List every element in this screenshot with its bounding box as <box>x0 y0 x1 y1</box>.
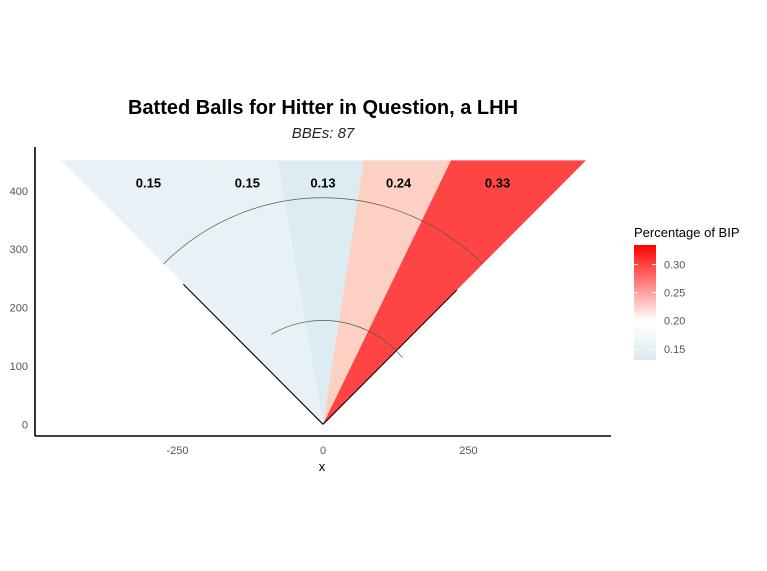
legend-ticks: 0.15 0.20 0.25 0.30 <box>634 260 685 356</box>
zone-label-3: 0.13 <box>310 176 335 191</box>
y-tick-label: 400 <box>10 186 28 198</box>
chart-title: Batted Balls for Hitter in Question, a L… <box>128 97 518 119</box>
legend-tick-label: 0.25 <box>664 288 685 300</box>
legend: Percentage of BIP 0.15 0.20 0.25 0.30 <box>634 225 740 360</box>
infield-arc <box>271 320 403 358</box>
x-tick-labels: -250 0 250 <box>167 445 478 457</box>
zone-label-1: 0.15 <box>136 176 161 191</box>
y-tick-label: 200 <box>10 303 28 315</box>
legend-tick-label: 0.30 <box>664 260 685 272</box>
zone-wedge-3 <box>277 160 364 425</box>
right-foul-line <box>322 289 458 425</box>
legend-colorbar <box>634 245 656 360</box>
legend-title: Percentage of BIP <box>634 225 740 240</box>
x-tick-label: 250 <box>459 445 477 457</box>
axes <box>34 147 611 437</box>
left-foul-line <box>182 283 324 425</box>
y-tick-labels: 0 100 200 300 400 <box>10 186 28 432</box>
spray-zones <box>61 160 586 425</box>
zone-wedge-2 <box>209 160 323 425</box>
x-axis-title: x <box>319 459 326 474</box>
y-tick-label: 100 <box>10 361 28 373</box>
zone-label-5: 0.33 <box>485 176 510 191</box>
y-tick-label: 0 <box>22 419 28 431</box>
x-tick-label: -250 <box>167 445 189 457</box>
x-tick-label: 0 <box>320 445 326 457</box>
zone-wedge-4 <box>323 160 451 425</box>
y-tick-label: 300 <box>10 244 28 256</box>
zone-value-labels: 0.15 0.15 0.13 0.24 0.33 <box>136 176 510 191</box>
field-outline <box>163 197 483 425</box>
zone-label-4: 0.24 <box>386 176 412 191</box>
zone-label-2: 0.15 <box>235 176 260 191</box>
chart-subtitle: BBEs: 87 <box>292 125 355 142</box>
legend-tick-label: 0.20 <box>664 316 685 328</box>
outfield-arc <box>163 197 483 265</box>
legend-tick-label: 0.15 <box>664 344 685 356</box>
